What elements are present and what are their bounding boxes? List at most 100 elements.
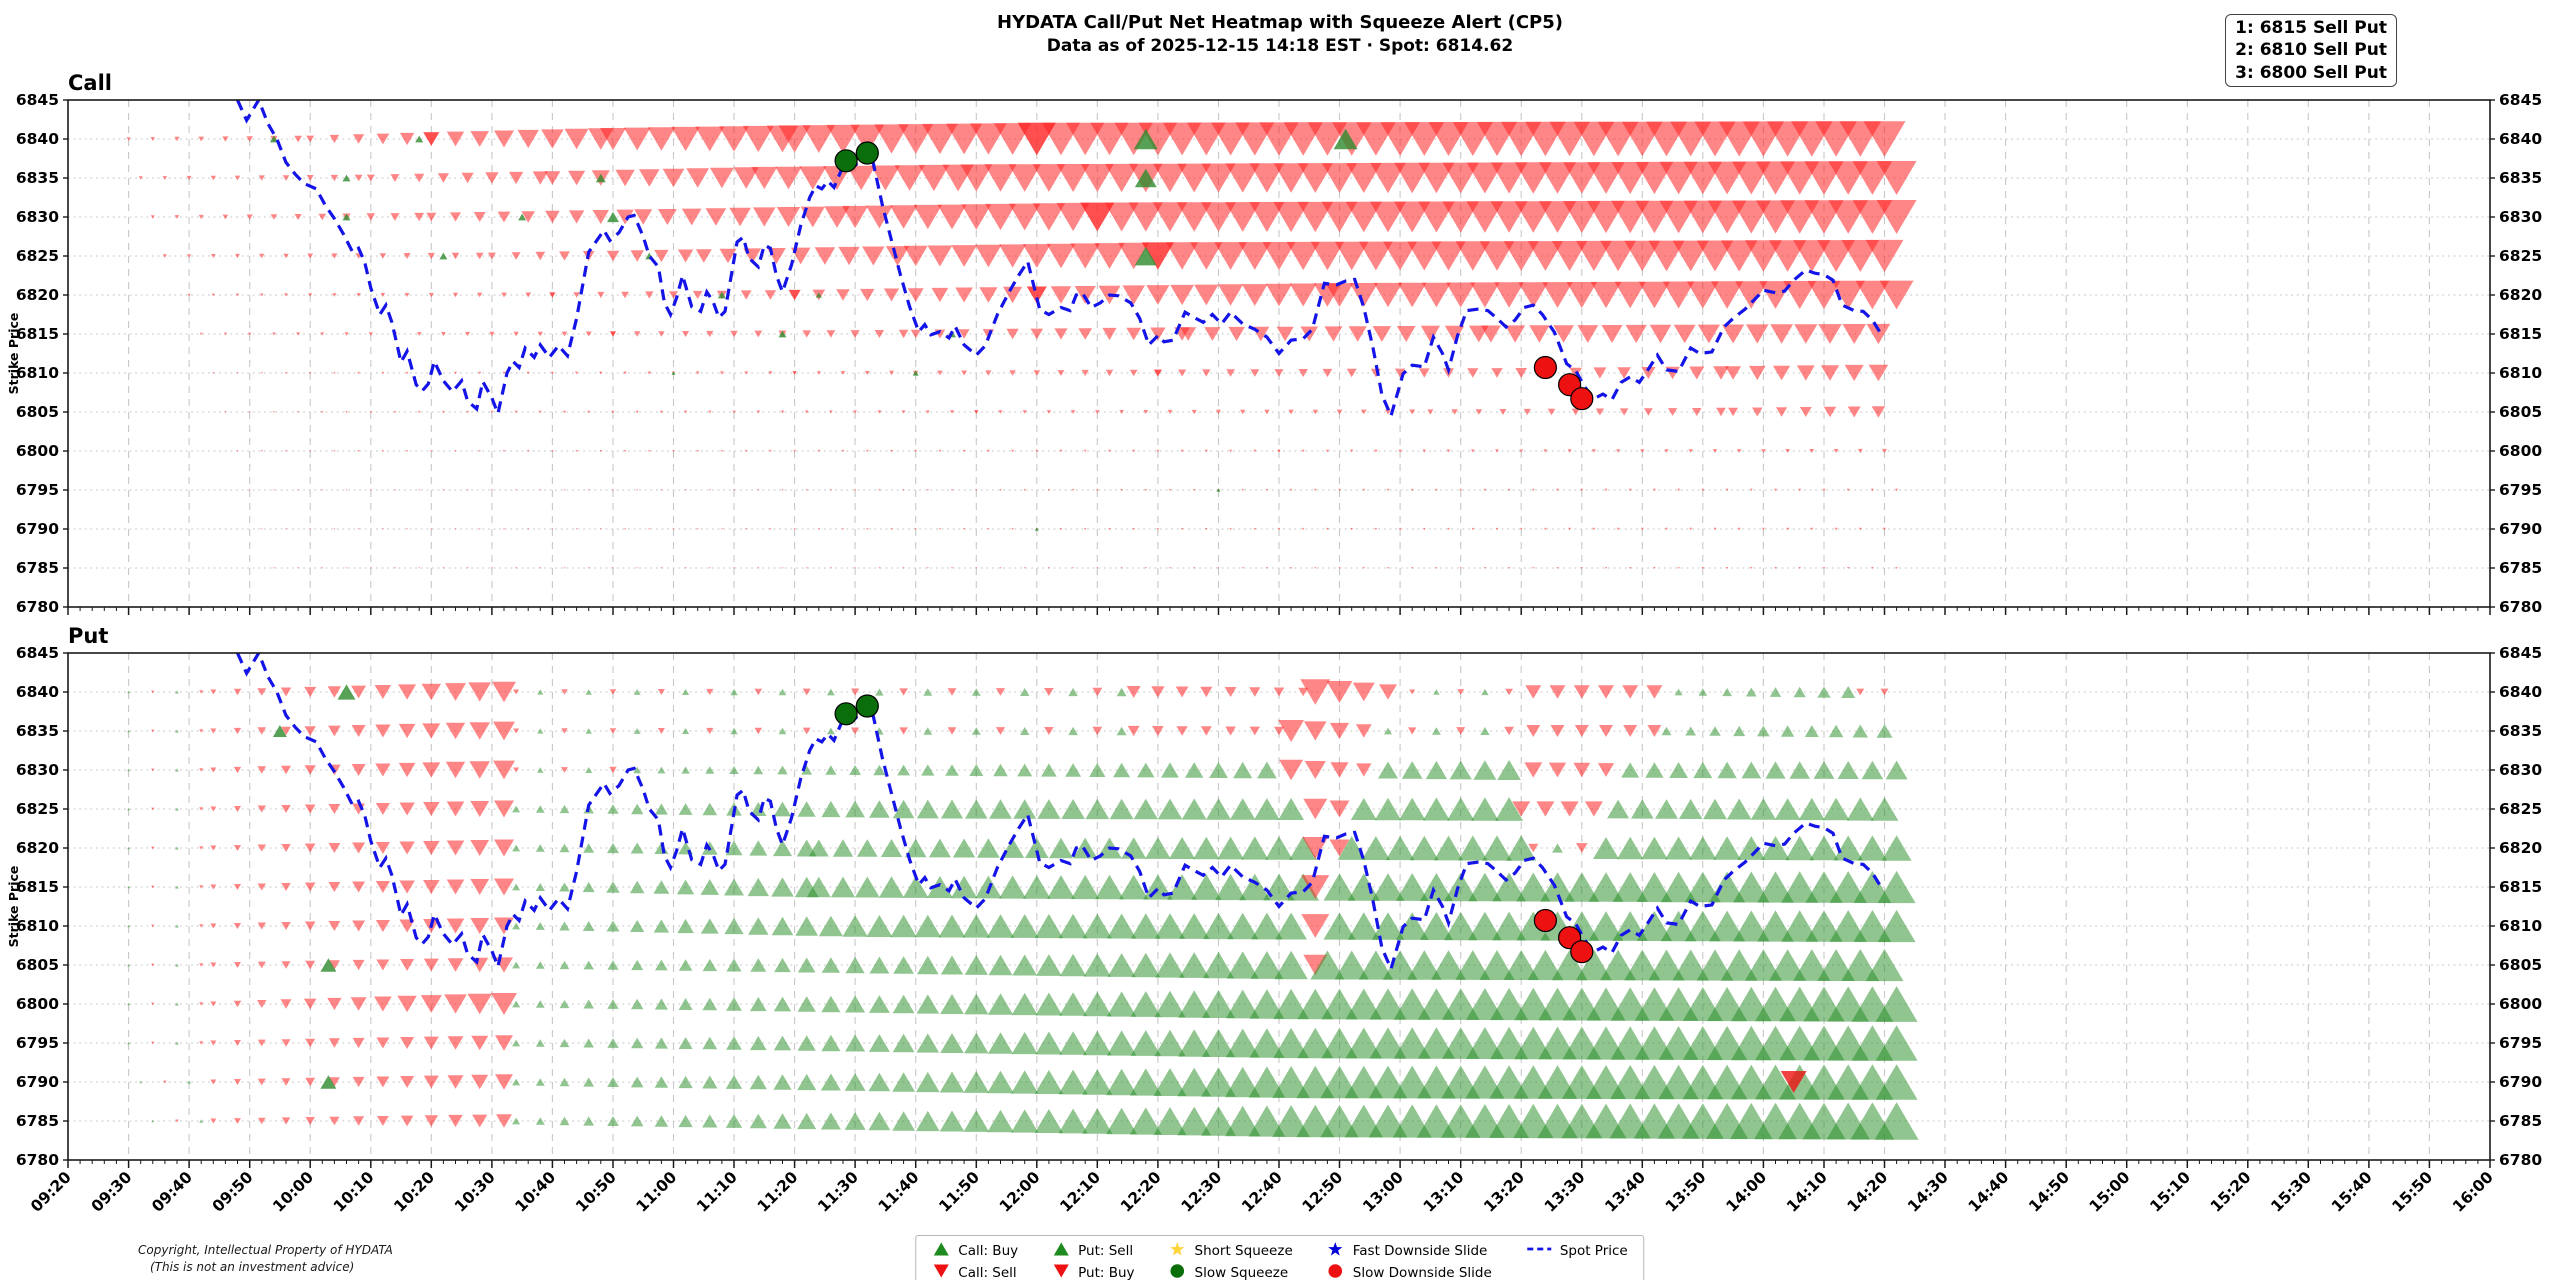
event-circles-put <box>834 694 1594 964</box>
squeeze-alert-box: 1: 6815 Sell Put 2: 6810 Sell Put 3: 680… <box>2225 14 2397 88</box>
y-axis-label-put: Strike Price <box>6 866 21 948</box>
legend-item-put-buy: Put: Buy <box>1052 1263 1135 1280</box>
svg-text:6830: 6830 <box>2499 761 2542 779</box>
copyright-note: Copyright, Intellectual Property of HYDA… <box>138 1242 393 1276</box>
svg-text:6780: 6780 <box>2499 598 2542 616</box>
svg-text:6845: 6845 <box>16 91 59 109</box>
svg-text:6810: 6810 <box>16 364 59 382</box>
legend: Call: Buy Call: Sell Put: Sell Put: Buy Shor… <box>915 1235 1645 1280</box>
svg-text:6815: 6815 <box>16 878 59 896</box>
marker-rows-put <box>127 679 1919 1140</box>
copyright-line-2: (This is not an investment advice) <box>150 1259 355 1274</box>
star-icon <box>1327 1241 1345 1261</box>
svg-text:6790: 6790 <box>16 520 59 538</box>
svg-text:6840: 6840 <box>2499 683 2542 701</box>
svg-text:6835: 6835 <box>2499 722 2542 740</box>
y-axis-label-call: Strike Price <box>6 313 21 395</box>
legend-label-fast-downside-slide: Fast Downside Slide <box>1352 1243 1488 1259</box>
circle-icon <box>1327 1263 1345 1280</box>
dashed-line-icon <box>1526 1241 1552 1261</box>
svg-text:6845: 6845 <box>2499 644 2542 662</box>
star-icon <box>1169 1241 1187 1261</box>
svg-text:6825: 6825 <box>2499 247 2542 265</box>
event-circles-call <box>834 141 1594 411</box>
svg-text:6840: 6840 <box>2499 130 2542 148</box>
chart-title: HYDATA Call/Put Net Heatmap with Squeeze… <box>997 12 1563 33</box>
legend-label-put-buy: Put: Buy <box>1078 1265 1135 1280</box>
legend-item-call-sell: Call: Sell <box>932 1263 1018 1280</box>
legend-item-slow-downside-slide: Slow Downside Slide <box>1327 1263 1492 1280</box>
spot-price-line-call <box>236 100 1883 421</box>
svg-text:6800: 6800 <box>2499 995 2542 1013</box>
svg-text:6810: 6810 <box>2499 364 2542 382</box>
legend-item-call-buy: Call: Buy <box>932 1241 1018 1261</box>
panel-title-put: Put <box>68 624 108 648</box>
svg-text:6845: 6845 <box>2499 91 2542 109</box>
svg-text:6795: 6795 <box>16 1034 59 1052</box>
svg-text:6825: 6825 <box>16 800 59 818</box>
svg-text:6810: 6810 <box>2499 917 2542 935</box>
chart-subtitle: Data as of 2025-12-15 14:18 EST · Spot: … <box>1046 36 1514 56</box>
legend-label-slow-squeeze: Slow Squeeze <box>1194 1265 1289 1280</box>
legend-label-short-squeeze: Short Squeeze <box>1194 1243 1293 1259</box>
legend-label-put-sell: Put: Sell <box>1078 1243 1134 1259</box>
legend-item-short-squeeze: Short Squeeze <box>1169 1241 1293 1261</box>
svg-text:6830: 6830 <box>16 761 59 779</box>
svg-text:6795: 6795 <box>16 481 59 499</box>
marker-rows-call <box>126 121 1917 569</box>
svg-text:6845: 6845 <box>16 644 59 662</box>
svg-text:6820: 6820 <box>16 839 59 857</box>
y-labels-put: 6845 6845 6840 6840 6835 6835 6830 6830 6825 6825… <box>16 644 2542 1169</box>
chart-title-block: HYDATA Call/Put Net Heatmap with Squeeze… <box>0 12 2560 56</box>
y-labels-call: 6845 6845 6840 6840 6835 6835 6830 6830 6825 6825… <box>16 91 2542 616</box>
svg-text:6795: 6795 <box>2499 1034 2542 1052</box>
spot-price-line-put <box>236 653 1883 974</box>
svg-text:6790: 6790 <box>2499 1073 2542 1091</box>
svg-text:6835: 6835 <box>16 169 59 187</box>
panel-title-call: Call <box>68 71 112 95</box>
svg-text:6805: 6805 <box>2499 956 2542 974</box>
alert-line-2: 2: 6810 Sell Put <box>2235 40 2387 61</box>
alert-line-1: 1: 6815 Sell Put <box>2235 18 2387 38</box>
svg-text:6820: 6820 <box>16 286 59 304</box>
circle-icon <box>1169 1263 1187 1280</box>
legend-item-fast-downside-slide: Fast Downside Slide <box>1327 1241 1492 1261</box>
svg-text:6800: 6800 <box>16 442 59 460</box>
svg-text:6830: 6830 <box>2499 208 2542 226</box>
svg-text:6800: 6800 <box>16 995 59 1013</box>
x-ticks-call <box>67 607 2491 615</box>
svg-text:6815: 6815 <box>16 325 59 343</box>
svg-text:6805: 6805 <box>16 403 59 421</box>
svg-text:6790: 6790 <box>2499 520 2542 538</box>
triangle-down-icon <box>932 1263 950 1280</box>
legend-label-call-buy: Call: Buy <box>958 1243 1019 1259</box>
svg-text:6815: 6815 <box>2499 325 2542 343</box>
triangle-down-icon <box>1052 1263 1070 1280</box>
svg-text:6805: 6805 <box>16 956 59 974</box>
svg-text:6820: 6820 <box>2499 286 2542 304</box>
triangle-up-icon <box>932 1241 950 1261</box>
svg-text:6780: 6780 <box>2499 1151 2542 1169</box>
legend-label-slow-downside-slide: Slow Downside Slide <box>1352 1265 1492 1280</box>
legend-item-slow-squeeze: Slow Squeeze <box>1169 1263 1293 1280</box>
svg-text:6800: 6800 <box>2499 442 2542 460</box>
svg-text:6815: 6815 <box>2499 878 2542 896</box>
svg-text:6785: 6785 <box>2499 559 2542 577</box>
svg-text:6820: 6820 <box>2499 839 2542 857</box>
copyright-line-1: Copyright, Intellectual Property of HYDA… <box>138 1243 393 1257</box>
svg-text:6780: 6780 <box>16 598 59 616</box>
svg-text:6825: 6825 <box>2499 800 2542 818</box>
svg-text:6795: 6795 <box>2499 481 2542 499</box>
svg-text:6830: 6830 <box>16 208 59 226</box>
svg-text:6785: 6785 <box>16 1112 59 1130</box>
svg-text:6780: 6780 <box>16 1151 59 1169</box>
svg-text:6840: 6840 <box>16 683 59 701</box>
svg-text:6825: 6825 <box>16 247 59 265</box>
alert-line-3: 3: 6800 Sell Put <box>2235 62 2387 83</box>
legend-item-put-sell: Put: Sell <box>1052 1241 1134 1261</box>
svg-text:6840: 6840 <box>16 130 59 148</box>
svg-text:6785: 6785 <box>2499 1112 2542 1130</box>
